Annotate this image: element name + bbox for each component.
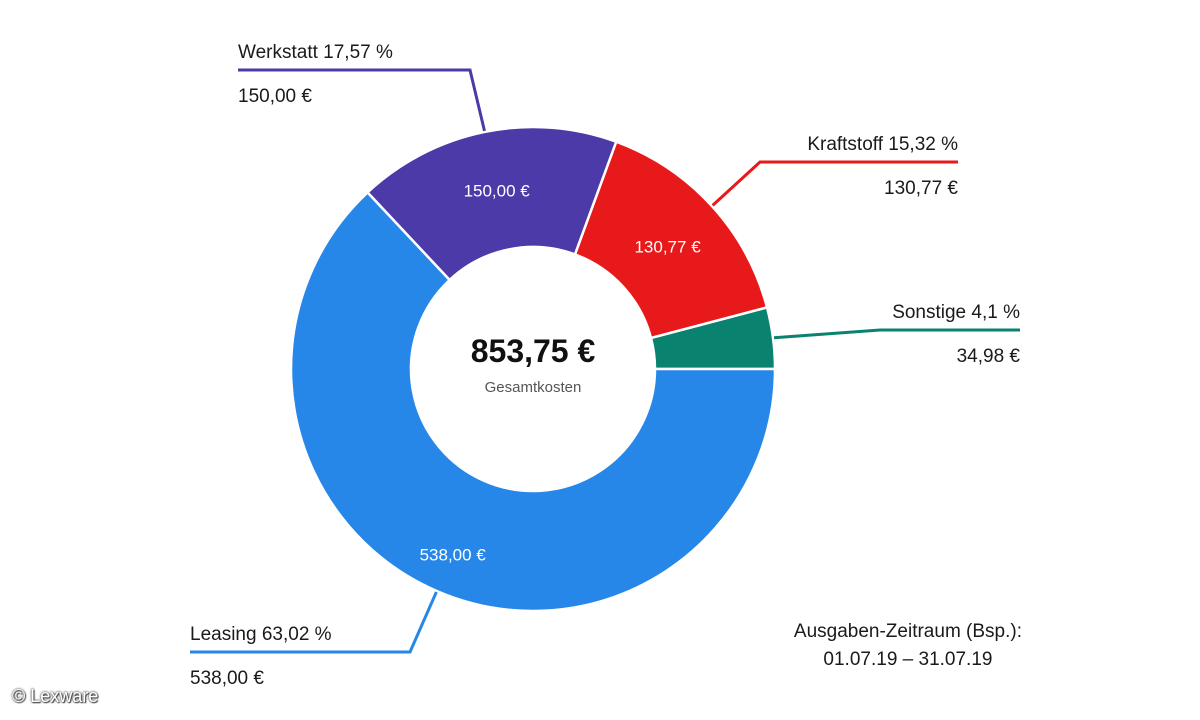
slice-name-leasing: Leasing 63,02 %: [190, 624, 332, 645]
slice-value-werkstatt: 150,00 €: [464, 182, 531, 201]
period-dates: 01.07.19 – 31.07.19: [823, 649, 993, 670]
slice-name-werkstatt: Werkstatt 17,57 %: [238, 42, 393, 63]
period-note: Ausgaben-Zeitraum (Bsp.): 01.07.19 – 31.…: [794, 618, 1022, 674]
leader-line-sonstige: [773, 328, 1020, 340]
leader-line-kraftstoff: [711, 160, 958, 207]
slice-name-sonstige: Sonstige 4,1 %: [892, 302, 1020, 323]
slice-leasing: [289, 190, 777, 613]
total-value: 853,75 €: [471, 333, 596, 369]
slice-amount-kraftstoff: 130,77 €: [884, 178, 958, 199]
leader-line-werkstatt: [238, 68, 486, 132]
period-title: Ausgaben-Zeitraum (Bsp.):: [793, 621, 1022, 642]
leader-line-leasing: [190, 591, 438, 654]
slice-kraftstoff: [573, 140, 769, 340]
copyright-watermark: © Lexware: [12, 686, 99, 706]
slice-amount-werkstatt: 150,00 €: [238, 86, 312, 107]
total-label: Gesamtkosten: [485, 379, 582, 396]
slice-werkstatt: [365, 125, 618, 282]
slice-value-kraftstoff: 130,77 €: [634, 237, 701, 256]
slice-amount-sonstige: 34,98 €: [957, 346, 1021, 367]
slice-value-leasing: 538,00 €: [420, 545, 487, 564]
slice-name-kraftstoff: Kraftstoff 15,32 %: [807, 134, 958, 155]
slice-amount-leasing: 538,00 €: [190, 668, 264, 689]
